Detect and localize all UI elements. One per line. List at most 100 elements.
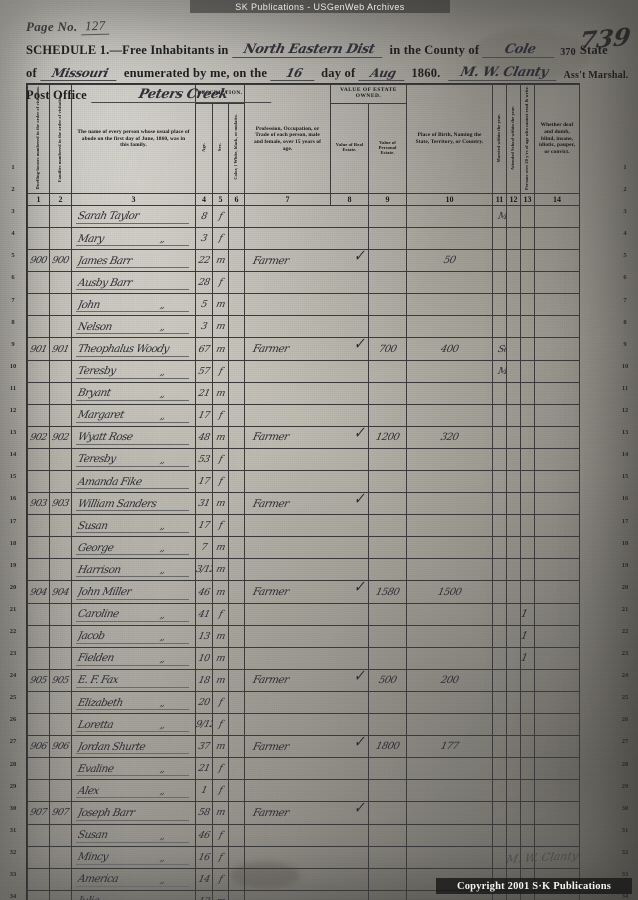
cell-dwelling-number[interactable]: 902 <box>27 425 50 449</box>
cell-occupation-check[interactable] <box>330 514 370 538</box>
cell-occupation-check[interactable]: ✓ <box>330 667 370 692</box>
cell-school[interactable]: 1 <box>520 624 536 648</box>
cell-personal-estate[interactable]: 1500 <box>406 580 494 604</box>
cell-dwelling-number[interactable] <box>27 713 50 737</box>
cell-school[interactable] <box>520 337 536 361</box>
cell-birthplace[interactable] <box>492 668 508 692</box>
cell-family-number[interactable] <box>49 514 72 538</box>
table-row[interactable]: 900 900 James Barr 22 m Farmer ✓ 50 <box>27 247 581 273</box>
cell-family-number[interactable] <box>49 624 72 648</box>
cell-profession[interactable] <box>244 315 331 339</box>
cell-school[interactable] <box>520 249 536 273</box>
cell-real-estate[interactable] <box>368 867 408 891</box>
cell-defective[interactable] <box>534 845 581 869</box>
table-row[interactable]: Amanda Fike 17 f <box>27 470 581 494</box>
cell-real-estate[interactable] <box>368 536 408 560</box>
cell-occupation-check[interactable]: ✓ <box>330 799 370 825</box>
cell-color[interactable] <box>227 823 246 847</box>
cell-color[interactable] <box>227 249 246 273</box>
cell-profession[interactable] <box>244 690 331 715</box>
cell-birthplace[interactable]: Missouri <box>492 204 507 228</box>
cell-personal-estate[interactable] <box>406 845 494 869</box>
cell-family-number[interactable] <box>49 536 72 560</box>
cell-school[interactable] <box>520 315 536 339</box>
cell-color[interactable] <box>227 713 246 737</box>
cell-dwelling-number[interactable] <box>27 403 50 427</box>
cell-sex[interactable]: f <box>212 602 229 626</box>
cell-school[interactable] <box>520 668 536 692</box>
cell-person-name[interactable]: Evaline „ <box>71 757 196 781</box>
cell-married[interactable] <box>506 447 522 472</box>
cell-birthplace[interactable] <box>492 580 508 604</box>
cell-sex[interactable]: f <box>212 713 229 737</box>
cell-person-name[interactable]: Sarah Taylor <box>71 204 196 228</box>
cell-defective[interactable] <box>534 580 581 604</box>
cell-defective[interactable] <box>534 403 581 427</box>
cell-sex[interactable]: f <box>212 226 229 251</box>
table-row[interactable]: Alex „ 1 f <box>27 779 581 803</box>
cell-dwelling-number[interactable] <box>27 204 50 228</box>
cell-dwelling-number[interactable] <box>27 293 50 317</box>
cell-age[interactable]: 21 <box>195 381 213 405</box>
cell-age[interactable]: 9/12 <box>195 713 213 737</box>
cell-color[interactable] <box>227 558 246 582</box>
cell-birthplace[interactable] <box>492 823 508 847</box>
cell-color[interactable] <box>227 801 246 825</box>
cell-age[interactable]: 46 <box>195 823 213 847</box>
cell-sex[interactable]: f <box>212 447 229 472</box>
cell-color[interactable] <box>227 668 246 692</box>
cell-family-number[interactable] <box>49 646 72 670</box>
cell-family-number[interactable] <box>49 403 72 427</box>
cell-age[interactable]: 3/12 <box>195 558 213 582</box>
cell-school[interactable] <box>520 492 536 516</box>
cell-birthplace[interactable] <box>492 624 508 648</box>
cell-real-estate[interactable] <box>368 403 408 427</box>
cell-personal-estate[interactable] <box>406 713 494 737</box>
cell-real-estate[interactable] <box>368 204 408 228</box>
cell-occupation-check[interactable] <box>330 359 370 383</box>
cell-defective[interactable] <box>534 337 581 361</box>
cell-school[interactable] <box>520 226 536 251</box>
cell-married[interactable] <box>506 646 522 670</box>
cell-married[interactable] <box>506 823 522 847</box>
cell-profession[interactable] <box>244 447 331 472</box>
cell-age[interactable]: 20 <box>195 690 213 715</box>
cell-family-number[interactable]: 905 <box>49 668 72 692</box>
cell-person-name[interactable]: John „ <box>71 293 196 317</box>
cell-married[interactable] <box>506 337 522 361</box>
table-row[interactable]: Bryant „ 21 m <box>27 381 581 405</box>
cell-married[interactable] <box>506 315 522 339</box>
cell-family-number[interactable]: 906 <box>49 735 72 759</box>
cell-personal-estate[interactable]: 400 <box>406 337 494 361</box>
cell-age[interactable]: 21 <box>195 757 213 781</box>
cell-birthplace[interactable] <box>492 315 508 339</box>
cell-married[interactable] <box>506 690 522 715</box>
cell-dwelling-number[interactable] <box>27 359 50 383</box>
cell-occupation-check[interactable]: ✓ <box>330 733 370 759</box>
cell-profession[interactable] <box>244 757 331 781</box>
cell-school[interactable] <box>520 735 536 759</box>
cell-color[interactable] <box>227 470 246 494</box>
cell-real-estate[interactable]: 1200 <box>368 425 408 449</box>
cell-sex[interactable]: m <box>212 293 229 317</box>
cell-dwelling-number[interactable] <box>27 757 50 781</box>
cell-profession[interactable] <box>244 713 331 737</box>
cell-person-name[interactable]: Ausby Barr <box>71 271 196 295</box>
cell-person-name[interactable]: William Sanders <box>71 492 196 516</box>
cell-profession[interactable]: Farmer <box>244 668 331 692</box>
cell-defective[interactable] <box>534 293 581 317</box>
cell-age[interactable]: 3 <box>195 226 213 251</box>
cell-married[interactable] <box>506 226 522 251</box>
cell-age[interactable]: 28 <box>195 271 213 295</box>
cell-dwelling-number[interactable] <box>27 447 50 472</box>
cell-school[interactable] <box>520 801 536 825</box>
cell-occupation-check[interactable] <box>330 845 370 869</box>
cell-married[interactable] <box>506 403 522 427</box>
cell-real-estate[interactable] <box>368 293 408 317</box>
cell-profession[interactable]: Farmer <box>244 735 331 759</box>
table-row[interactable]: 906 906 Jordan Shurte 37 m Farmer ✓ 1800 177 <box>27 733 581 759</box>
cell-age[interactable]: 41 <box>195 602 213 626</box>
cell-personal-estate[interactable] <box>406 624 494 648</box>
cell-defective[interactable] <box>534 271 581 295</box>
cell-personal-estate[interactable] <box>406 447 494 472</box>
